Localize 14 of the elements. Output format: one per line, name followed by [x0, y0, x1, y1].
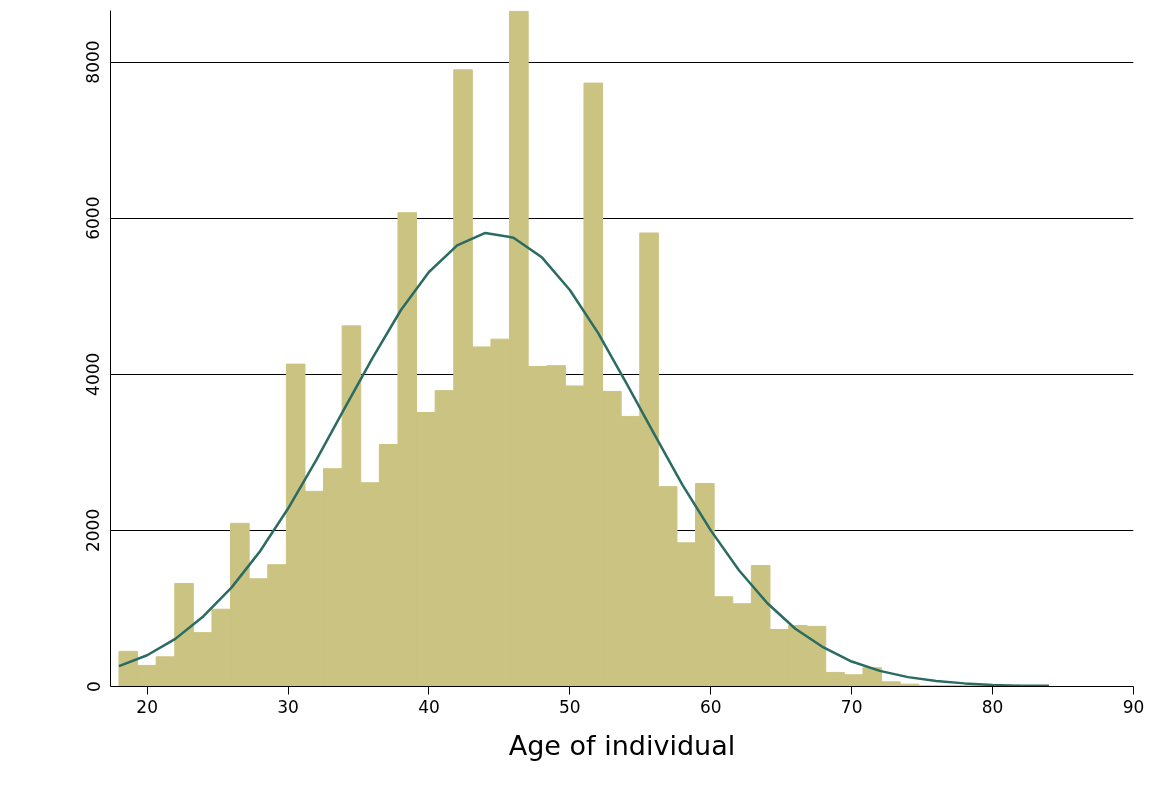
x-tick-label: 40 [418, 696, 440, 717]
y-tick-label: 8000 [83, 40, 104, 84]
x-tick-label: 60 [699, 696, 722, 717]
x-tick-label: 80 [981, 696, 1004, 717]
x-tick-label: 90 [1122, 696, 1145, 717]
x-tick-label: 70 [840, 696, 863, 717]
x-tick-label: 30 [277, 696, 299, 717]
y-tick-label: 2000 [83, 508, 104, 553]
x-axis-title: Age of individual [508, 729, 736, 761]
x-tick-label: 20 [136, 696, 158, 717]
y-tick-label: 6000 [83, 196, 104, 240]
x-tick-label: 50 [559, 696, 581, 717]
y-tick-label: 4000 [83, 352, 104, 396]
y-tick-label: 0 [83, 681, 104, 692]
